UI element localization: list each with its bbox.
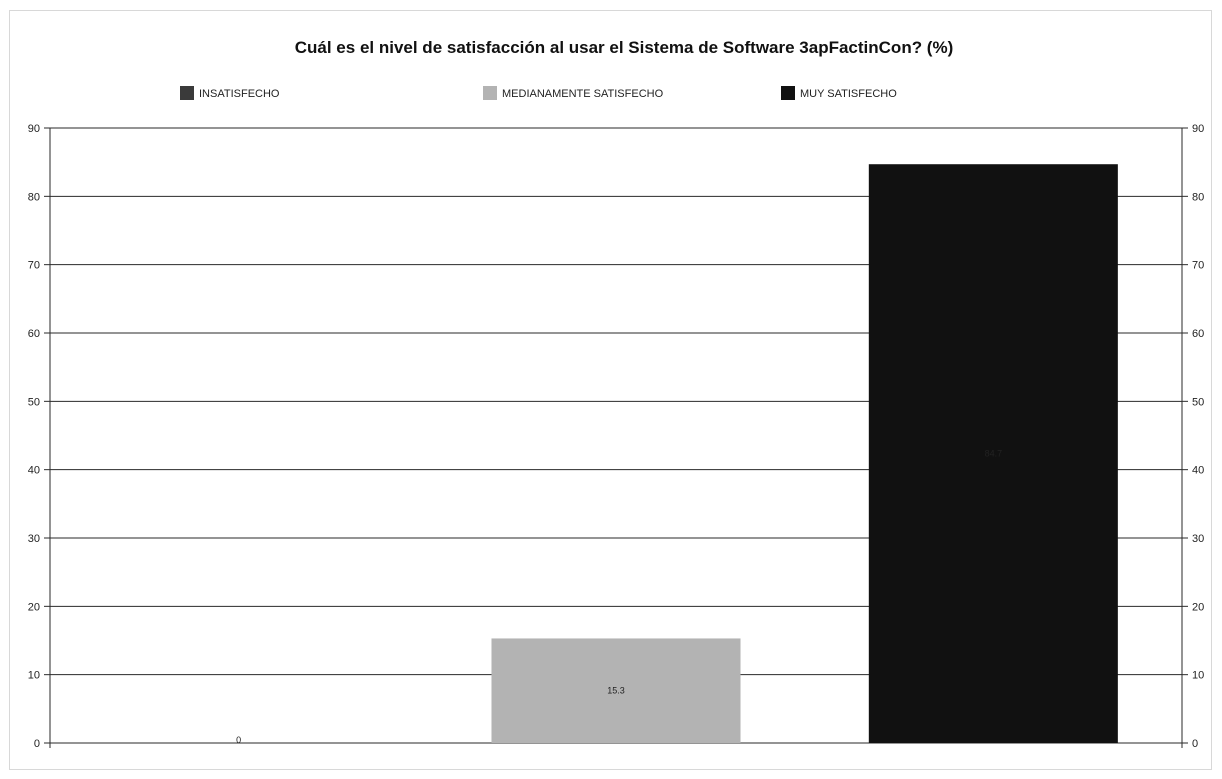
bar-2 [868, 164, 1118, 743]
y-tick-label-left-2: 20 [28, 601, 40, 613]
bar-1 [491, 638, 741, 743]
chart-title: Cuál es el nivel de satisfacción al usar… [295, 38, 954, 57]
y-tick-label-right-8: 80 [1192, 191, 1204, 203]
y-tick-label-right-2: 20 [1192, 601, 1204, 613]
y-tick-label-right-7: 70 [1192, 260, 1204, 272]
y-tick-label-left-9: 90 [28, 123, 40, 135]
y-tick-label-left-4: 40 [28, 465, 40, 477]
legend: INSATISFECHO MEDIANAMENTE SATISFECHO MUY S… [180, 86, 897, 100]
data-label-2: 84.7 [985, 449, 1003, 459]
axes: 0 0 10 10 20 20 30 30 40 40 50 50 60 60 70 70 80 80 90 90 [28, 123, 1205, 750]
y-tick-label-right-3: 30 [1192, 533, 1204, 545]
y-tick-label-left-8: 80 [28, 191, 40, 203]
y-tick-label-left-3: 30 [28, 533, 40, 545]
legend-label-1: MEDIANAMENTE SATISFECHO [502, 88, 664, 100]
y-tick-label-right-0: 0 [1192, 738, 1198, 750]
y-tick-label-left-7: 70 [28, 260, 40, 272]
y-tick-label-right-1: 10 [1192, 670, 1204, 682]
y-tick-label-right-4: 40 [1192, 465, 1204, 477]
legend-swatch-0 [180, 86, 194, 100]
y-tick-label-right-5: 50 [1192, 396, 1204, 408]
bars [491, 164, 1118, 743]
y-tick-label-left-1: 10 [28, 670, 40, 682]
y-tick-label-left-5: 50 [28, 396, 40, 408]
y-tick-label-left-6: 60 [28, 328, 40, 340]
data-label-0: 0 [236, 735, 241, 745]
data-labels: 0 15.3 84.7 [236, 449, 1002, 745]
legend-swatch-2 [781, 86, 795, 100]
y-tick-label-right-9: 90 [1192, 123, 1204, 135]
legend-label-0: INSATISFECHO [199, 88, 280, 100]
y-tick-label-left-0: 0 [34, 738, 40, 750]
y-tick-label-right-6: 60 [1192, 328, 1204, 340]
legend-swatch-1 [483, 86, 497, 100]
data-label-1: 15.3 [607, 686, 625, 696]
legend-label-2: MUY SATISFECHO [800, 88, 897, 100]
